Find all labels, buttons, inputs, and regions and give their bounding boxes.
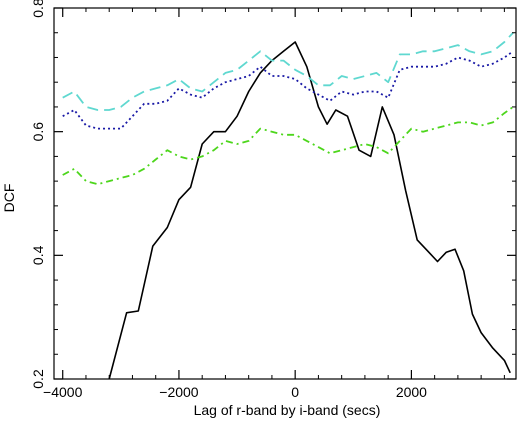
y-tick-label: 0.6 [30,122,46,142]
series-line-1-solid [108,41,511,379]
y-axis-label: DCF [1,184,17,213]
y-tick-label: 0.8 [30,0,46,18]
series-layer [62,32,514,379]
y-tick-label: 0.2 [30,369,46,389]
series-line-2-dashed [62,32,514,111]
plot-frame [53,7,517,380]
series-line-4-dashdot [62,106,514,186]
series-line-3-dotted [62,50,514,130]
x-tick-label: −4000 [43,384,83,400]
x-axis-label: Lag of r-band by i-band (secs) [194,402,381,418]
x-tick-label: −2000 [159,384,199,400]
y-tick-label: 0.4 [30,245,46,265]
x-tick-label: 2000 [396,384,427,400]
x-tick-label: 0 [291,384,299,400]
axes-layer: −4000 −2000 0 2000 0.2 0.4 0.6 0.8 [30,0,517,400]
